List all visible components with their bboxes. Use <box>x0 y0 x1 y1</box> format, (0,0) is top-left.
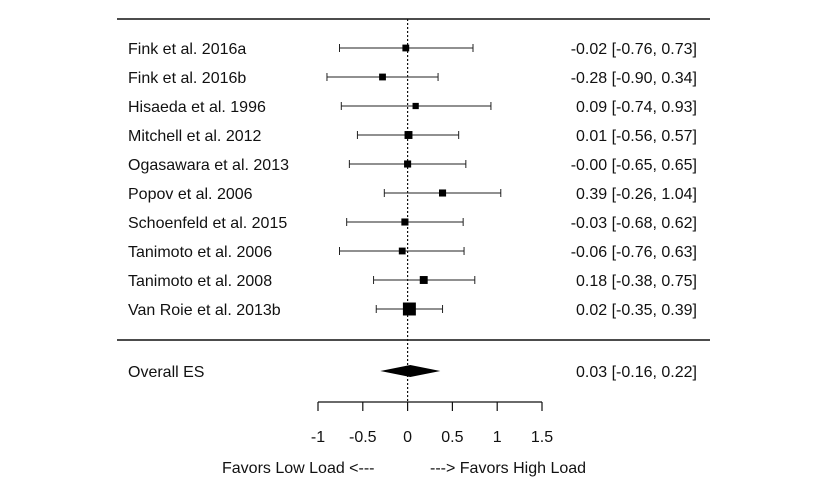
x-tick-label: 1.5 <box>531 429 553 446</box>
study-label: Hisaeda et al. 1996 <box>128 99 266 116</box>
x-tick-label: -0.5 <box>349 429 377 446</box>
xlabel-right: ---> Favors High Load <box>430 460 586 477</box>
effect-square <box>402 302 416 316</box>
overall-label: Overall ES <box>128 364 204 381</box>
ci-text: 0.18 [-0.38, 0.75] <box>576 273 697 290</box>
marks-layer: Fink et al. 2016a -0.02 [-0.76, 0.73] Fink… <box>128 19 697 446</box>
xlabel-left: Favors Low Load <--- <box>222 460 375 477</box>
ci-text: -0.06 [-0.76, 0.63] <box>571 244 697 261</box>
ci-text: 0.01 [-0.56, 0.57] <box>576 128 697 145</box>
study-label: Tanimoto et al. 2008 <box>128 273 272 290</box>
study-label: Schoenfeld et al. 2015 <box>128 215 287 232</box>
effect-square <box>404 131 413 139</box>
ci-text: -0.00 [-0.65, 0.65] <box>571 157 697 174</box>
effect-square <box>412 102 419 110</box>
effect-square <box>379 73 386 81</box>
effect-square <box>401 218 409 226</box>
ci-text: 0.09 [-0.74, 0.93] <box>576 99 697 116</box>
effect-square <box>398 247 406 255</box>
ci-text: 0.02 [-0.35, 0.39] <box>576 302 697 319</box>
frame-layer <box>117 18 710 341</box>
study-label: Fink et al. 2016b <box>128 70 246 87</box>
study-label: Mitchell et al. 2012 <box>128 128 262 145</box>
study-label: Van Roie et al. 2013b <box>128 302 281 319</box>
effect-square <box>404 160 412 168</box>
study-label: Popov et al. 2006 <box>128 186 253 203</box>
effect-square <box>419 276 428 284</box>
x-tick-label: 1 <box>493 429 502 446</box>
effect-square <box>402 44 410 52</box>
overall-diamond <box>380 365 441 377</box>
study-label: Fink et al. 2016a <box>128 41 246 58</box>
study-label: Tanimoto et al. 2006 <box>128 244 272 261</box>
x-tick-label: 0 <box>403 429 412 446</box>
ci-text: -0.28 [-0.90, 0.34] <box>571 70 697 87</box>
x-tick-label: -1 <box>311 429 325 446</box>
ci-text: -0.02 [-0.76, 0.73] <box>571 41 697 58</box>
x-tick-label: 0.5 <box>441 429 463 446</box>
study-label: Ogasawara et al. 2013 <box>128 157 289 174</box>
overall-ci-text: 0.03 [-0.16, 0.22] <box>576 364 697 381</box>
effect-square <box>439 189 447 197</box>
ci-text: -0.03 [-0.68, 0.62] <box>571 215 697 232</box>
ci-text: 0.39 [-0.26, 1.04] <box>576 186 697 203</box>
